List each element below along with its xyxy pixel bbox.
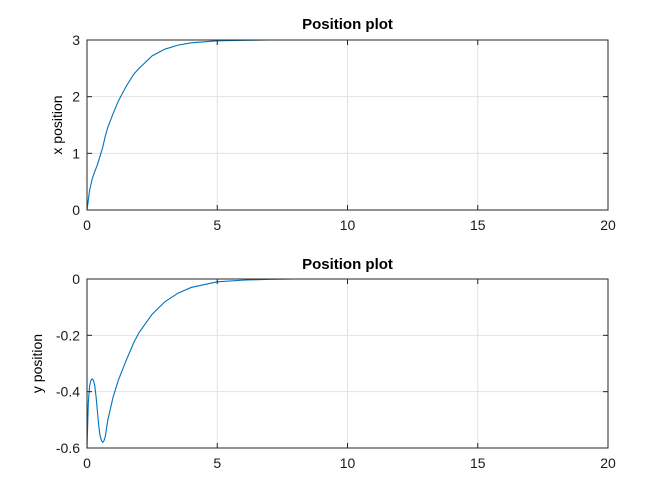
subplot-2: 0 5 10 15 20 -0.6 -0.4 -0.2 0 Position plot y posi… — [29, 256, 616, 471]
y-tick-label: 0 — [72, 202, 80, 218]
y-axis-label: y position — [29, 334, 45, 393]
x-tick-label: 5 — [213, 217, 221, 233]
x-tick-label: 15 — [470, 455, 486, 471]
x-tick-label: 15 — [470, 217, 486, 233]
subplot-1: 0 5 10 15 20 0 1 2 3 Position plot x position — [49, 16, 616, 233]
y-axis-label: x position — [49, 95, 65, 154]
y-tick-label: -0.6 — [56, 440, 80, 456]
x-tick-label: 5 — [213, 455, 221, 471]
y-tick-label: 2 — [72, 89, 80, 105]
y-tick-label: 3 — [72, 32, 80, 48]
chart-title: Position plot — [302, 256, 393, 273]
x-tick-label: 10 — [340, 455, 356, 471]
x-tick-label: 20 — [600, 455, 616, 471]
y-tick-label: -0.2 — [56, 327, 80, 343]
x-tick-label: 0 — [83, 455, 91, 471]
data-line — [86, 278, 608, 449]
y-tick-label: 1 — [72, 145, 80, 161]
y-tick-label: -0.4 — [56, 384, 80, 400]
x-tick-label: 0 — [83, 217, 91, 233]
x-tick-label: 10 — [340, 217, 356, 233]
chart-title: Position plot — [302, 16, 393, 33]
y-tick-label: 0 — [72, 271, 80, 287]
x-tick-label: 20 — [600, 217, 616, 233]
